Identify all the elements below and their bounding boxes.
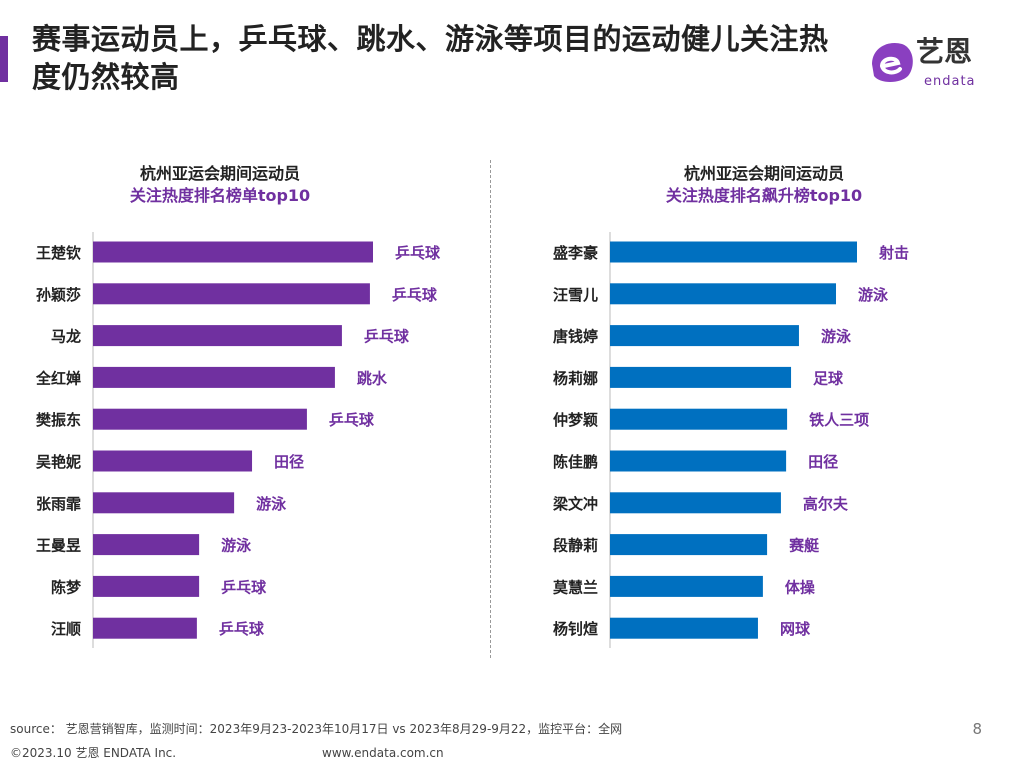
left-bar <box>93 283 370 305</box>
left-bar <box>93 450 253 472</box>
right-category-label: 梁文冲 <box>552 495 598 513</box>
left-category-label: 王楚钦 <box>36 244 81 262</box>
left-category-label: 孙颖莎 <box>36 286 81 304</box>
right-bar <box>610 366 792 388</box>
left-category-label: 全红婵 <box>35 369 81 387</box>
left-category-label: 张雨霏 <box>36 495 81 513</box>
left-category-label: 吴艳妮 <box>36 453 81 471</box>
right-category-label: 莫慧兰 <box>553 578 598 596</box>
right-bar <box>610 492 781 514</box>
left-bar-annotation: 乒乓球 <box>221 578 267 596</box>
right-category-label: 杨莉娜 <box>553 369 598 387</box>
left-bar <box>93 492 235 514</box>
left-bar-annotation: 游泳 <box>221 537 252 555</box>
right-bar <box>610 241 857 263</box>
right-bar-annotation: 游泳 <box>858 286 889 304</box>
left-bar <box>93 408 307 430</box>
right-category-label: 盛李豪 <box>553 244 598 262</box>
left-bar-annotation: 乒乓球 <box>395 244 441 262</box>
right-bar <box>610 450 787 472</box>
left-category-label: 樊振东 <box>36 411 81 429</box>
left-bar <box>93 534 200 556</box>
left-bar <box>93 241 373 263</box>
right-bar <box>610 617 758 639</box>
source-note: source： 艺恩营销智库，监测时间：2023年9月23-2023年10月17… <box>10 722 623 736</box>
right-bar-annotation: 足球 <box>813 369 844 387</box>
left-bar <box>93 325 342 347</box>
left-chart-title: 杭州亚运会期间运动员 关注热度排名榜单top10 <box>90 163 350 207</box>
left-bar-annotation: 乒乓球 <box>364 328 410 346</box>
copyright: ©2023.10 艺恩 ENDATA Inc. <box>10 746 177 760</box>
right-bar-annotation: 体操 <box>785 578 816 596</box>
left-bar <box>93 617 197 639</box>
right-category-label: 段静莉 <box>553 537 598 555</box>
right-chart-title-line1: 杭州亚运会期间运动员 <box>683 164 844 183</box>
website-url: www.endata.com.cn <box>322 746 444 760</box>
left-bar-annotation: 乒乓球 <box>392 286 438 304</box>
chart-divider <box>490 160 491 658</box>
right-bar-annotation: 网球 <box>780 620 811 638</box>
title-accent-bar <box>0 36 8 82</box>
logo-text-en: endata <box>924 74 976 89</box>
right-bar-annotation: 赛艇 <box>788 537 820 555</box>
right-bar <box>610 408 788 430</box>
left-category-label: 王曼昱 <box>36 537 81 555</box>
right-category-label: 陈佳鹏 <box>553 453 598 471</box>
endata-logo-icon <box>872 42 913 82</box>
left-bar-annotation: 乒乓球 <box>329 411 375 429</box>
left-bar-annotation: 田径 <box>274 453 304 471</box>
right-category-label: 杨钊煊 <box>553 620 598 638</box>
right-bar-annotation: 游泳 <box>821 328 852 346</box>
right-bar <box>610 575 763 597</box>
right-chart-title-line2: 关注热度排名飙升榜top10 <box>665 186 863 205</box>
right-category-label: 唐钱婷 <box>553 328 598 346</box>
right-bar <box>610 283 837 305</box>
right-bar-annotation: 高尔夫 <box>803 495 849 513</box>
right-bar <box>610 534 768 556</box>
left-category-label: 汪顺 <box>51 620 81 638</box>
left-category-label: 陈梦 <box>51 578 82 596</box>
left-bar-annotation: 跳水 <box>357 369 388 387</box>
left-bar <box>93 575 200 597</box>
logo-text-cn: 艺恩 <box>916 35 973 68</box>
left-bar-annotation: 游泳 <box>256 495 287 513</box>
right-bar-annotation: 田径 <box>808 453 838 471</box>
right-category-label: 汪雪儿 <box>553 286 598 304</box>
page-number: 8 <box>972 720 982 738</box>
endata-logo: 艺恩 endata <box>866 36 1006 94</box>
left-bar <box>93 366 335 388</box>
left-chart-title-line1: 杭州亚运会期间运动员 <box>139 164 300 183</box>
left-category-label: 马龙 <box>51 328 81 346</box>
right-bar <box>610 325 799 347</box>
right-chart-title: 杭州亚运会期间运动员 关注热度排名飙升榜top10 <box>634 163 894 207</box>
page-title: 赛事运动员上，乒乓球、跳水、游泳等项目的运动健儿关注热度仍然较高 <box>32 22 829 94</box>
left-chart-title-line2: 关注热度排名榜单top10 <box>129 186 311 205</box>
left-bar-annotation: 乒乓球 <box>219 620 265 638</box>
right-category-label: 仲梦颖 <box>553 411 598 429</box>
right-bar-annotation: 射击 <box>878 244 909 262</box>
right-bar-annotation: 铁人三项 <box>809 411 869 429</box>
